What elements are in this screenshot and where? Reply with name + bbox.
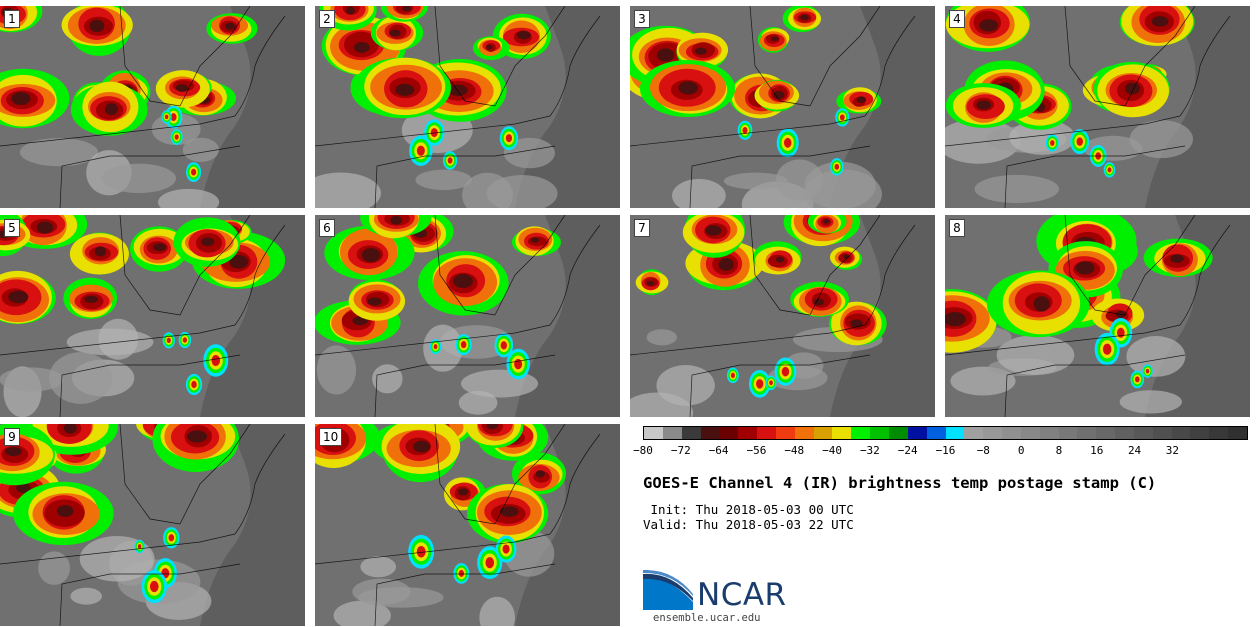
colorbar-segment bbox=[945, 427, 965, 439]
colorbar-tick-label: −48 bbox=[784, 444, 805, 457]
ncar-logo-icon bbox=[643, 570, 693, 610]
colorbar-segment bbox=[926, 427, 946, 439]
ir-map bbox=[315, 215, 620, 417]
ir-map bbox=[0, 215, 305, 417]
panel-number-label: 8 bbox=[949, 219, 965, 237]
colorbar-segment bbox=[738, 427, 758, 439]
colorbar-tick-label: 24 bbox=[1127, 444, 1142, 457]
colorbar-tick-label: 32 bbox=[1165, 444, 1179, 457]
valid-time: Valid: Thu 2018-05-03 22 UTC bbox=[643, 517, 854, 532]
colorbar-tick-label: −40 bbox=[822, 444, 842, 457]
panel-number-label: 10 bbox=[319, 428, 343, 446]
colorbar-tick-labels: −80 −72 −64 −56 −48 −40 −32 −24 −16 −8 0 8 16 24 32 bbox=[633, 444, 1248, 458]
colorbar-segment bbox=[757, 427, 776, 439]
colorbar-segment bbox=[775, 427, 795, 439]
ir-map bbox=[945, 6, 1250, 208]
postage-stamp-panel: 4 bbox=[945, 6, 1250, 208]
postage-stamp-panel: 8 bbox=[945, 215, 1250, 417]
postage-stamp-panel: 7 bbox=[630, 215, 935, 417]
panel-number-label: 9 bbox=[4, 428, 20, 446]
colorbar-segment bbox=[1133, 427, 1153, 439]
colorbar-segment bbox=[851, 427, 871, 439]
colorbar-segment bbox=[813, 427, 833, 439]
panel-number-label: 5 bbox=[4, 219, 20, 237]
colorbar bbox=[643, 426, 1248, 440]
colorbar-tick-label: −56 bbox=[746, 444, 767, 457]
colorbar-tick-label: −16 bbox=[935, 444, 956, 457]
postage-stamp-panel: 3 bbox=[630, 6, 935, 208]
colorbar-segment bbox=[1020, 427, 1040, 439]
colorbar-segment bbox=[907, 427, 927, 439]
colorbar-segment bbox=[832, 427, 852, 439]
postage-stamp-panel: 2 bbox=[315, 6, 620, 208]
postage-stamp-panel: 9 bbox=[0, 424, 305, 626]
colorbar-segment bbox=[870, 427, 889, 439]
colorbar-segment bbox=[644, 427, 663, 439]
panel-number-label: 1 bbox=[4, 10, 20, 28]
ir-map bbox=[315, 424, 620, 626]
colorbar-segment bbox=[1002, 427, 1021, 439]
panel-number-label: 2 bbox=[319, 10, 335, 28]
init-time: Init: Thu 2018-05-03 00 UTC bbox=[643, 502, 854, 517]
postage-stamp-panel: 5 bbox=[0, 215, 305, 417]
postage-stamp-panel: 10 bbox=[315, 424, 620, 626]
colorbar-segment bbox=[964, 427, 984, 439]
ir-map bbox=[0, 424, 305, 626]
colorbar-tick-label: 0 bbox=[1017, 444, 1025, 457]
colorbar-segment bbox=[1039, 427, 1059, 439]
colorbar-segment bbox=[1058, 427, 1078, 439]
colorbar-segment bbox=[983, 427, 1003, 439]
colorbar-segment bbox=[719, 427, 739, 439]
colorbar-tick-label: 16 bbox=[1090, 444, 1104, 457]
colorbar-segment bbox=[1171, 427, 1191, 439]
ir-map bbox=[945, 215, 1250, 417]
ir-map bbox=[630, 215, 935, 417]
ncar-logo-text: NCAR bbox=[697, 577, 787, 613]
ir-map bbox=[0, 6, 305, 208]
site-url: ensemble.ucar.edu bbox=[653, 612, 761, 624]
panel-number-label: 3 bbox=[634, 10, 650, 28]
figure-title: GOES-E Channel 4 (IR) brightness temp po… bbox=[643, 474, 1157, 492]
colorbar-tick-label: −24 bbox=[897, 444, 918, 457]
colorbar-tick-label: −32 bbox=[859, 444, 880, 457]
colorbar-segment bbox=[1096, 427, 1116, 439]
colorbar-tick-label: −80 bbox=[633, 444, 653, 457]
colorbar-segment bbox=[794, 427, 814, 439]
colorbar-segment bbox=[700, 427, 720, 439]
colorbar-segment bbox=[1115, 427, 1134, 439]
colorbar-tick-label: −72 bbox=[670, 444, 691, 457]
colorbar-segment bbox=[1190, 427, 1210, 439]
colorbar-tick-label: −8 bbox=[976, 444, 990, 457]
ncar-logo: NCAR bbox=[643, 570, 793, 614]
panel-number-label: 4 bbox=[949, 10, 965, 28]
postage-stamp-panel: 1 bbox=[0, 6, 305, 208]
colorbar-segment bbox=[1228, 427, 1247, 439]
colorbar-tick-label: 8 bbox=[1055, 444, 1063, 457]
colorbar-segment bbox=[888, 427, 908, 439]
ir-map bbox=[315, 6, 620, 208]
colorbar-segment bbox=[662, 427, 682, 439]
colorbar-segment bbox=[1209, 427, 1229, 439]
ir-map bbox=[630, 6, 935, 208]
postage-stamp-panel: 6 bbox=[315, 215, 620, 417]
colorbar-segment bbox=[681, 427, 701, 439]
colorbar-tick-label: −64 bbox=[708, 444, 729, 457]
panel-number-label: 7 bbox=[634, 219, 650, 237]
colorbar-segment bbox=[1077, 427, 1097, 439]
panel-number-label: 6 bbox=[319, 219, 335, 237]
colorbar-segment bbox=[1152, 427, 1172, 439]
